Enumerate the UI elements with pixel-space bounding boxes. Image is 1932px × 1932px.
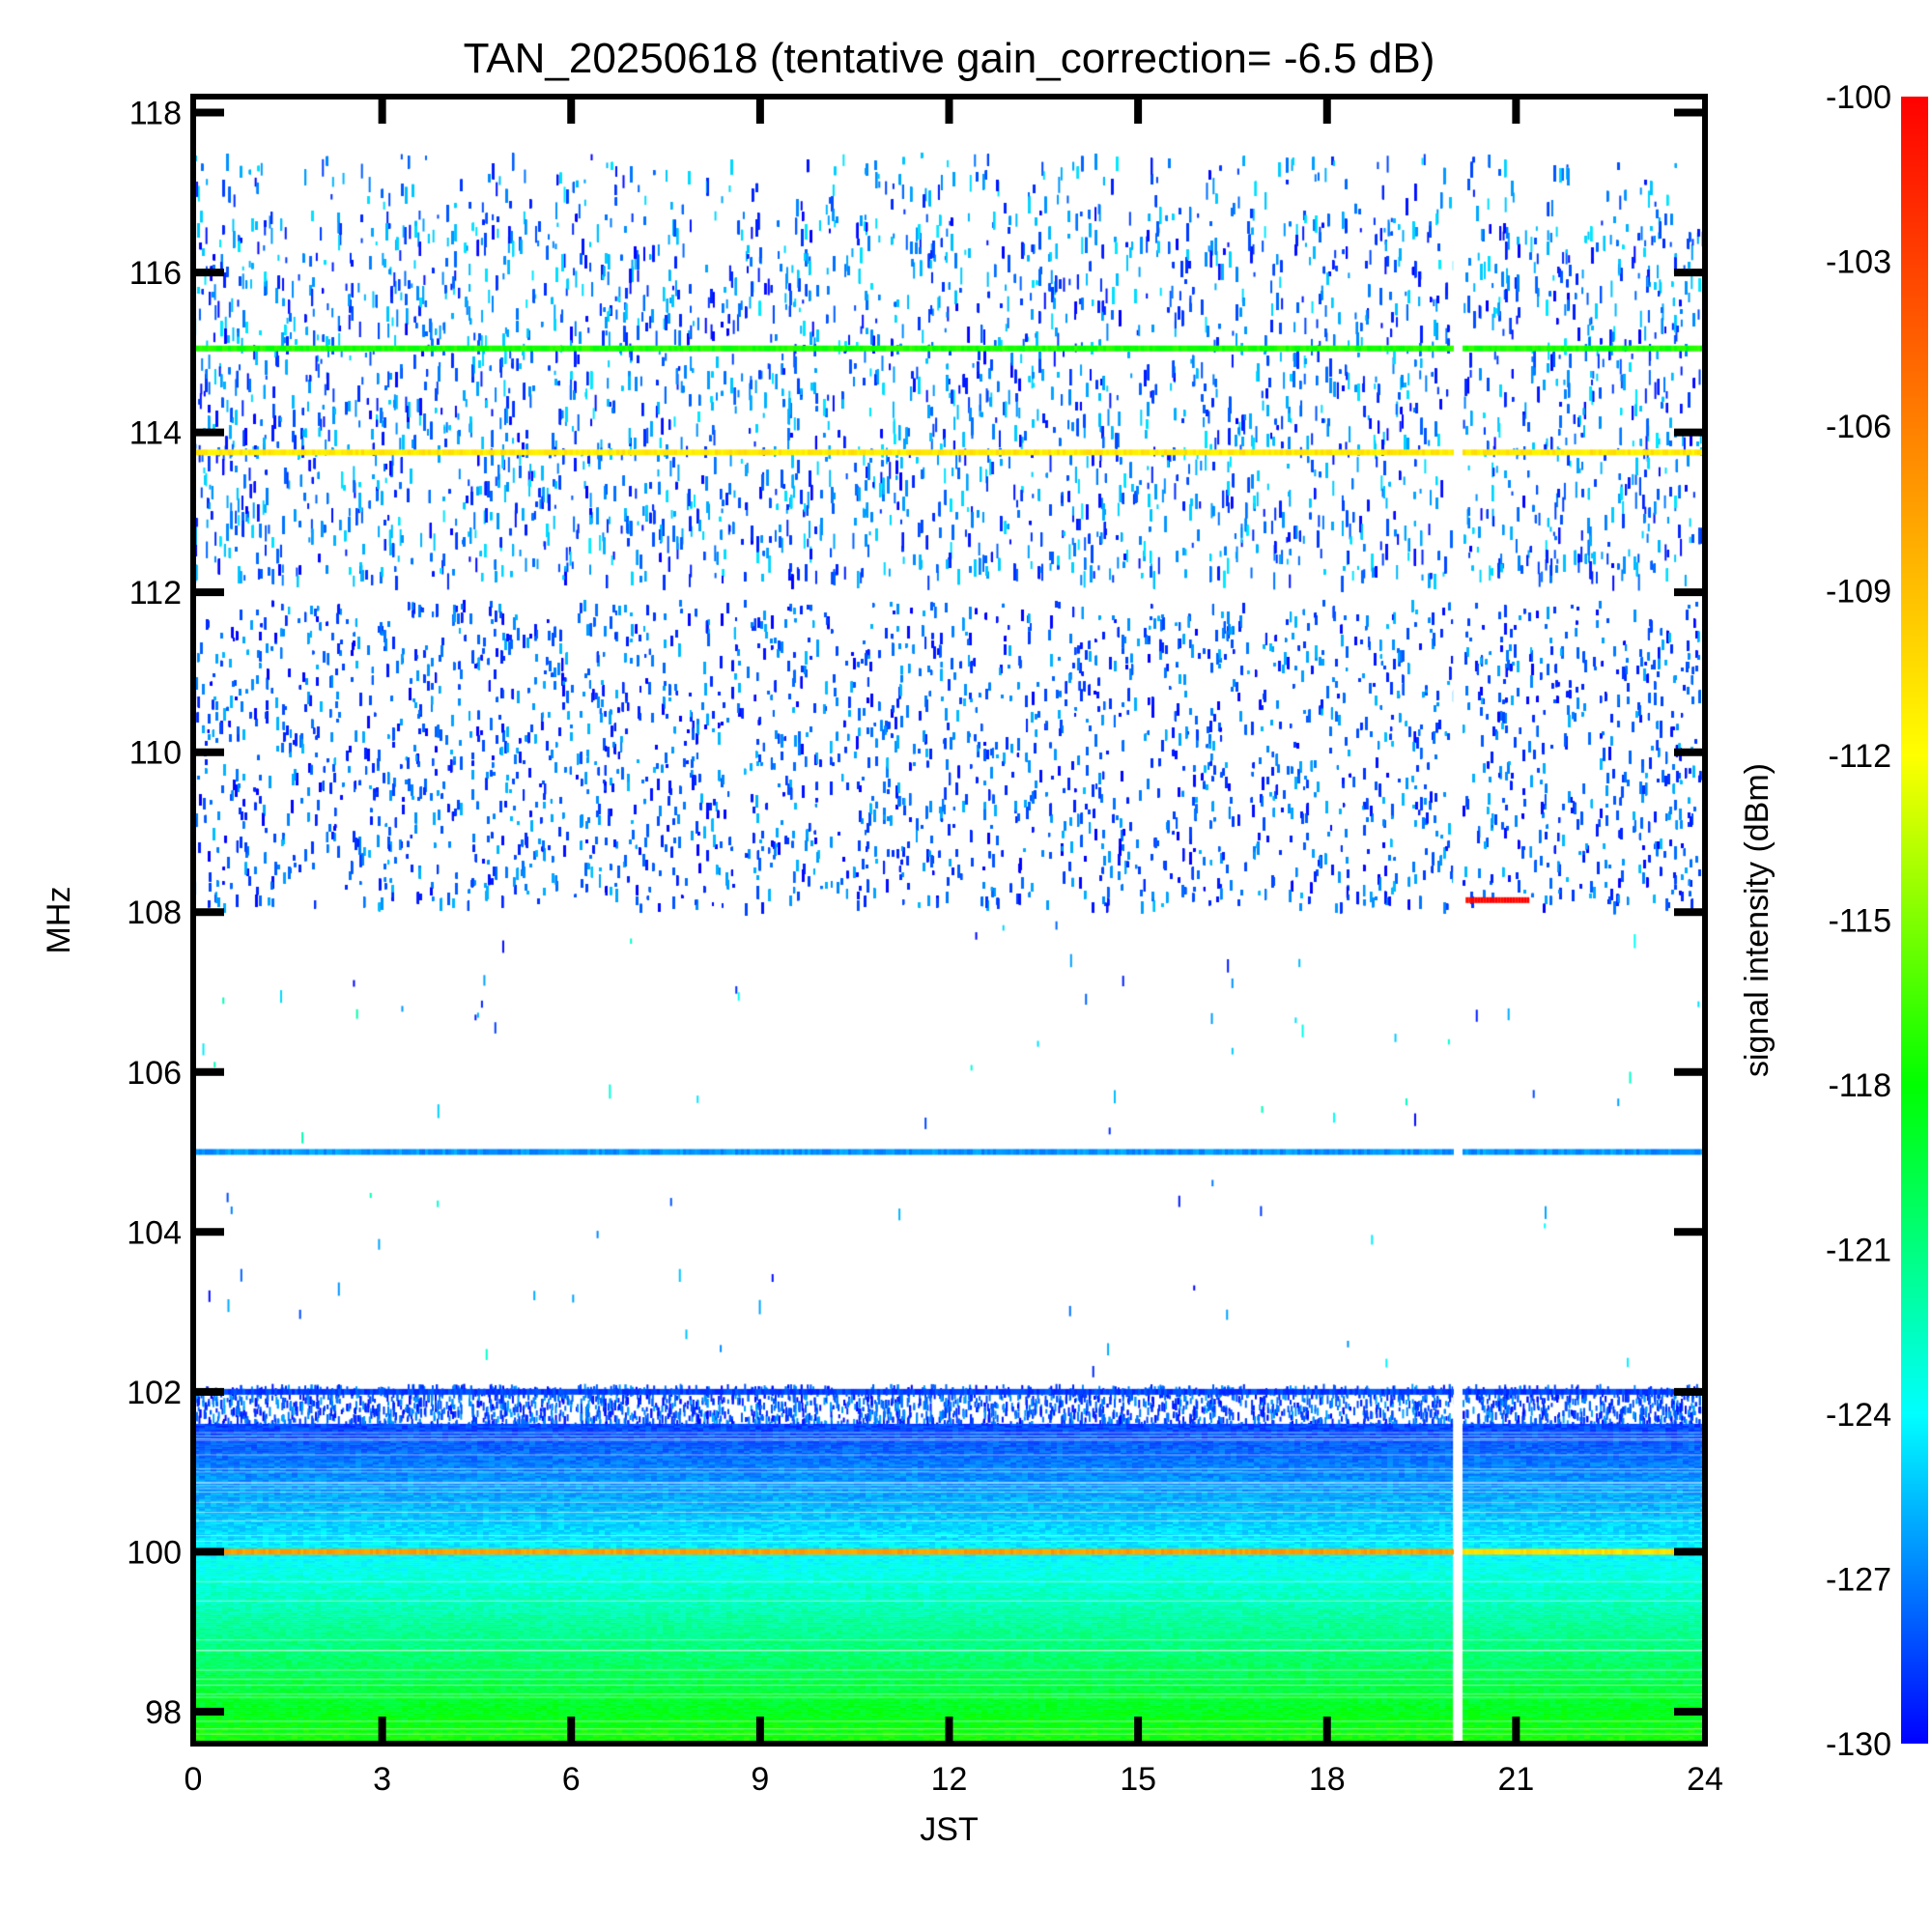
y-tick-label: 108	[127, 895, 182, 931]
y-tick-label: 102	[127, 1375, 182, 1411]
x-tick-label: 12	[931, 1761, 968, 1798]
spectrogram-heatmap	[193, 97, 1705, 1744]
x-tick-label: 18	[1309, 1761, 1346, 1798]
colorbar-gradient	[1901, 97, 1928, 1744]
axis-ticks: 0 3 6 9 12 15 18 21 24 98 100 102 104 106 108 110 112 114…	[127, 94, 1723, 1798]
y-tick-label: 118	[129, 96, 182, 132]
chart-title: TAN_20250618 (tentative gain_correction=…	[464, 35, 1435, 82]
x-tick-label: 21	[1497, 1761, 1534, 1798]
x-tick-label: 15	[1120, 1761, 1156, 1798]
y-tick-label: 100	[127, 1534, 182, 1571]
colorbar-tick-label: -106	[1826, 409, 1891, 445]
y-tick-label: 110	[129, 735, 182, 772]
x-tick-label: 3	[373, 1761, 391, 1798]
x-tick-label: 0	[185, 1761, 203, 1798]
plot-frame	[190, 94, 1708, 1747]
y-tick-label: 114	[129, 415, 182, 452]
colorbar-tick-label: -115	[1828, 903, 1891, 940]
y-tick-label: 98	[145, 1694, 182, 1731]
x-tick-label: 9	[751, 1761, 769, 1798]
y-tick-label: 104	[127, 1214, 182, 1251]
colorbar: -100 -103 -106 -109 -112 -115 -118 -121 -124 -127…	[1826, 79, 1928, 1763]
colorbar-tick-label: -100	[1826, 79, 1891, 116]
colorbar-tick-label: -127	[1826, 1562, 1891, 1599]
y-tick-label: 112	[129, 575, 182, 611]
y-axis-title: MHz	[41, 887, 77, 954]
colorbar-title: signal intensity (dBm)	[1739, 763, 1776, 1077]
x-tick-label: 6	[562, 1761, 581, 1798]
colorbar-tick-label: -103	[1826, 244, 1891, 281]
colorbar-tick-label: -112	[1828, 738, 1891, 775]
y-tick-label: 106	[127, 1055, 182, 1092]
colorbar-tick-label: -118	[1828, 1067, 1891, 1104]
y-tick-label: 116	[129, 255, 182, 292]
x-axis-title: JST	[920, 1811, 978, 1848]
colorbar-tick-label: -130	[1826, 1726, 1891, 1763]
colorbar-tick-label: -124	[1826, 1397, 1891, 1434]
colorbar-tick-label: -121	[1826, 1233, 1891, 1269]
colorbar-tick-label: -109	[1826, 574, 1891, 611]
x-tick-label: 24	[1687, 1761, 1723, 1798]
